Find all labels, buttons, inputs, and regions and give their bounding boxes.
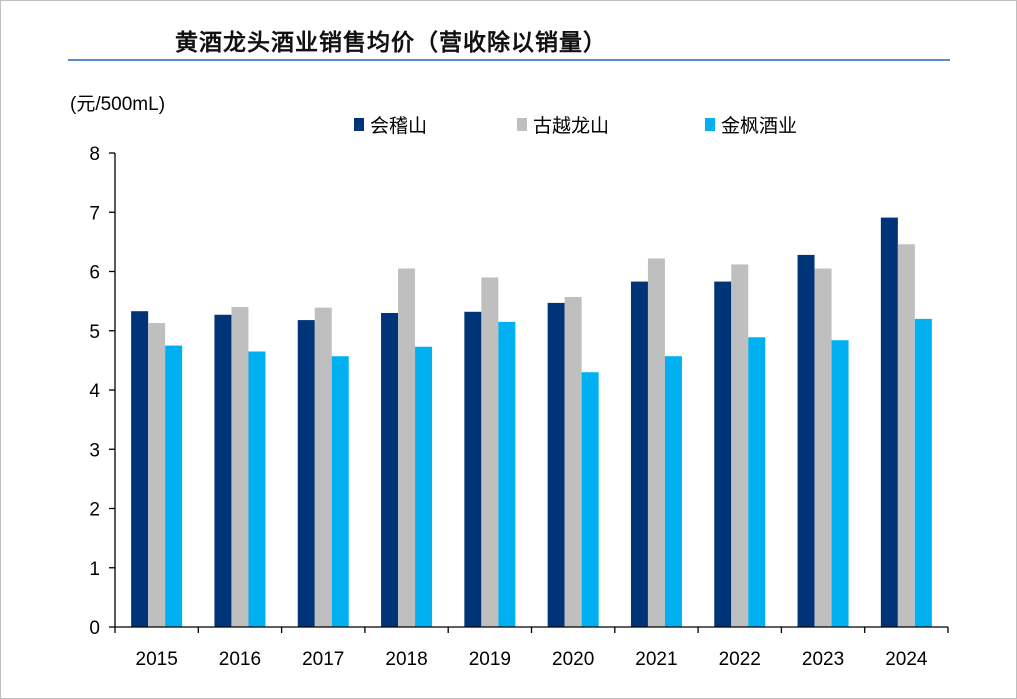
bar	[464, 311, 482, 627]
bar	[714, 281, 732, 627]
bar	[664, 356, 682, 627]
bar	[880, 217, 898, 627]
bar	[814, 268, 832, 627]
y-axis-unit-label: (元/500mL)	[70, 94, 165, 115]
y-tick-label: 8	[89, 144, 100, 165]
bar	[748, 337, 766, 627]
bar	[415, 346, 433, 627]
bar	[398, 268, 416, 627]
y-tick-label: 3	[89, 440, 100, 461]
x-tick-label: 2019	[469, 649, 511, 670]
bar	[630, 281, 648, 627]
legend-label: 古越龙山	[533, 115, 609, 137]
bar	[481, 277, 499, 627]
y-tick-label: 4	[89, 381, 100, 402]
x-tick-label: 2021	[635, 649, 677, 670]
bar	[564, 296, 582, 627]
bar	[314, 307, 332, 627]
bar	[897, 244, 915, 627]
y-tick-label: 7	[89, 203, 100, 224]
bar	[797, 254, 815, 627]
bar	[231, 307, 249, 627]
y-tick-label: 0	[89, 618, 100, 639]
y-tick-label: 1	[89, 559, 100, 580]
y-tick-label: 6	[89, 263, 100, 284]
legend-swatch	[705, 118, 715, 131]
x-tick-label: 2023	[802, 649, 844, 670]
x-tick-label: 2018	[385, 649, 427, 670]
bar	[581, 372, 599, 627]
x-tick-label: 2020	[552, 649, 594, 670]
title-underline	[68, 59, 950, 61]
x-tick-label: 2017	[302, 649, 344, 670]
axes: 0 1 2 3 4 5 6 7 8 2015 2016 2017 2018 2019 2020 2021 202…	[89, 144, 949, 670]
legend-label: 会稽山	[370, 115, 427, 137]
bar	[214, 314, 232, 627]
x-tick-label: 2016	[219, 649, 261, 670]
bar	[165, 345, 183, 627]
x-tick-label: 2015	[136, 649, 178, 670]
legend-swatch	[354, 118, 364, 131]
bars	[131, 217, 932, 627]
bar	[914, 318, 932, 627]
bar	[381, 312, 399, 627]
x-tick-label: 2024	[885, 649, 928, 670]
chart-title: 黄酒龙头酒业销售均价（营收除以销量）	[175, 29, 607, 56]
bar	[831, 340, 849, 627]
bar	[547, 302, 565, 627]
bar	[331, 356, 349, 627]
bar	[647, 258, 665, 627]
legend: 会稽山 古越龙山 金枫酒业	[354, 115, 797, 137]
y-tick-label: 2	[89, 500, 100, 521]
bar	[498, 321, 516, 627]
bar	[248, 351, 266, 627]
bar	[297, 320, 315, 627]
bar	[131, 311, 149, 627]
legend-label: 金枫酒业	[721, 115, 797, 137]
y-tick-label: 5	[89, 322, 100, 343]
bar	[148, 323, 166, 627]
legend-swatch	[517, 118, 527, 131]
x-tick-label: 2022	[719, 649, 761, 670]
bar	[731, 264, 749, 627]
